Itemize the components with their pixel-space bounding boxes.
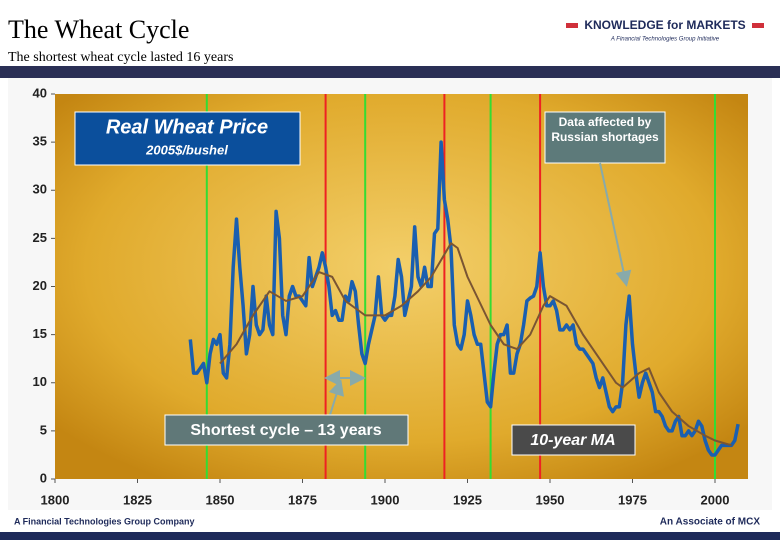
cycle-pointer [328, 379, 345, 416]
x-tick-label: 1950 [536, 492, 565, 507]
logo-tagline: A Financial Technologies Group Initiativ… [610, 37, 720, 43]
y-tick-label: 35 [33, 134, 47, 149]
x-tick-label: 1875 [288, 492, 317, 507]
russia-arrow [599, 162, 632, 287]
x-tick-label: 1925 [453, 492, 482, 507]
price-unit: 2005$/bushel [145, 142, 228, 157]
russia-text-wrap: Data affected by Russian shortages [551, 115, 659, 144]
logo-bar [566, 23, 578, 28]
y-tick-label: 30 [33, 182, 47, 197]
subtitle: The shortest wheat cycle lasted 16 years [8, 50, 233, 65]
y-tick-label: 15 [33, 326, 47, 341]
title: The Wheat Cycle [8, 15, 189, 44]
y-tick-label: 25 [33, 230, 47, 245]
y-tick-label: 5 [40, 422, 47, 437]
russia-text: Data affected by Russian shortages [551, 115, 659, 144]
ma-label: 10-year MA [530, 432, 615, 449]
y-tick-label: 10 [33, 374, 47, 389]
cycle-label: Shortest cycle – 13 years [190, 422, 381, 439]
price-label: Real Wheat Price [106, 116, 268, 138]
price-label-box [74, 111, 301, 166]
footer-band [0, 532, 780, 540]
logo: KNOWLEDGE for MARKETS [584, 18, 745, 32]
y-tick-label: 20 [33, 278, 47, 293]
footer-left: A Financial Technologies Group Company [14, 516, 195, 526]
series-line [188, 140, 740, 457]
y-tick-label: 0 [40, 470, 47, 485]
header-band [0, 66, 780, 78]
cycle-box [164, 414, 409, 446]
ma-box [511, 424, 636, 456]
x-tick-label: 1800 [41, 492, 70, 507]
x-tick-label: 1900 [371, 492, 400, 507]
y-tick-label: 40 [33, 85, 47, 100]
russia-box [544, 111, 666, 164]
footer-right: An Associate of MCX [660, 517, 761, 528]
x-tick-label: 1850 [206, 492, 235, 507]
series-line [219, 242, 732, 447]
x-tick-label: 1825 [123, 492, 152, 507]
logo-bar [752, 23, 764, 28]
footer [0, 510, 780, 532]
x-tick-label: 1975 [618, 492, 647, 507]
x-tick-label: 2000 [701, 492, 730, 507]
